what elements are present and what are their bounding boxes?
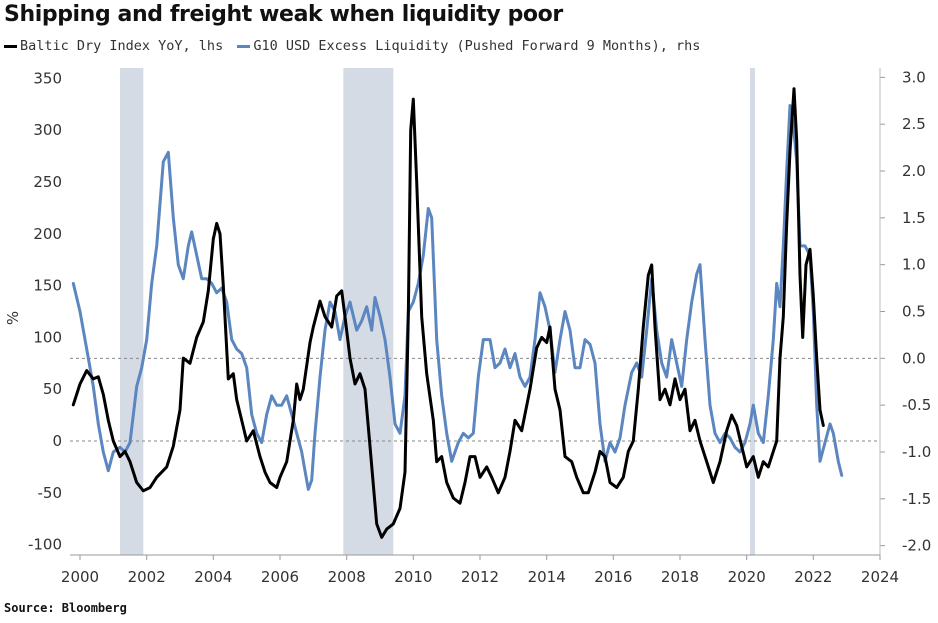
legend-label-liquidity: G10 USD Excess Liquidity (Pushed Forward…	[253, 38, 701, 54]
right-tick-label-10: 3.0	[902, 68, 926, 86]
source-note: Source: Bloomberg	[4, 601, 127, 615]
left-axis-ticks: -100 -50 0 50 100 150 200 250 300 350	[28, 69, 62, 553]
left-tick-label-2: 0	[52, 432, 62, 450]
legend-swatch-bdi	[4, 44, 17, 48]
right-tick-label-9: 2.5	[902, 115, 926, 133]
right-tick-label-0: -2.0	[902, 537, 931, 555]
shaded-period-2	[750, 68, 755, 555]
x-tick-label-8: 2016	[594, 568, 632, 586]
x-tick-label-12: 2024	[861, 568, 899, 586]
left-axis-label: %	[4, 311, 22, 325]
x-tick-label-3: 2006	[261, 568, 299, 586]
x-tick-label-2: 2004	[194, 568, 232, 586]
x-tick-label-11: 2022	[794, 568, 832, 586]
series-line-liquidity	[71, 104, 844, 491]
right-axis-ticks: -2.0 -1.5 -1.0 -0.5 0.0 0.5 1.0 1.5 2.0 2.5 3.0	[879, 68, 931, 555]
x-tick-label-6: 2012	[461, 568, 499, 586]
right-tick-label-4: 0.0	[902, 349, 926, 367]
left-tick-label-5: 150	[33, 277, 62, 295]
x-tick-label-5: 2010	[394, 568, 432, 586]
right-tick-label-7: 1.5	[902, 209, 926, 227]
chart-title: Shipping and freight weak when liquidity…	[4, 2, 563, 27]
x-tick-label-7: 2014	[528, 568, 566, 586]
legend-label-bdi: Baltic Dry Index YoY, lhs	[20, 38, 224, 54]
x-tick-label-4: 2008	[328, 568, 366, 586]
right-tick-label-3: -0.5	[902, 396, 931, 414]
series-line-bdi	[71, 87, 825, 539]
shaded-periods	[120, 68, 755, 555]
right-tick-label-2: -1.0	[902, 443, 931, 461]
right-tick-label-5: 0.5	[902, 303, 926, 321]
x-tick-label-10: 2020	[728, 568, 766, 586]
left-tick-label-6: 200	[33, 225, 62, 243]
left-tick-label-3: 50	[43, 380, 62, 398]
series-lines	[71, 87, 844, 539]
left-tick-label-9: 350	[33, 69, 62, 87]
left-tick-label-0: -100	[28, 536, 62, 554]
left-tick-label-4: 100	[33, 328, 62, 346]
chart-legend: Baltic Dry Index YoY, lhs G10 USD Excess…	[4, 38, 706, 54]
right-tick-label-6: 1.0	[902, 256, 926, 274]
legend-item-bdi: Baltic Dry Index YoY, lhs	[4, 38, 231, 54]
x-tick-label-9: 2018	[661, 568, 699, 586]
x-tick-label-1: 2002	[128, 568, 166, 586]
left-tick-label-1: -50	[38, 484, 63, 502]
shaded-period-0	[120, 68, 144, 555]
right-tick-label-1: -1.5	[902, 490, 931, 508]
legend-item-liquidity: G10 USD Excess Liquidity (Pushed Forward…	[237, 38, 700, 54]
left-tick-label-8: 300	[33, 121, 62, 139]
x-axis-ticks: 2000 2002 2004 2006 2008 2010 2012 2014 2016 2018…	[61, 555, 899, 586]
x-tick-label-0: 2000	[61, 568, 99, 586]
legend-swatch-liquidity	[237, 44, 251, 48]
right-tick-label-8: 2.0	[902, 162, 926, 180]
left-tick-label-7: 250	[33, 173, 62, 191]
